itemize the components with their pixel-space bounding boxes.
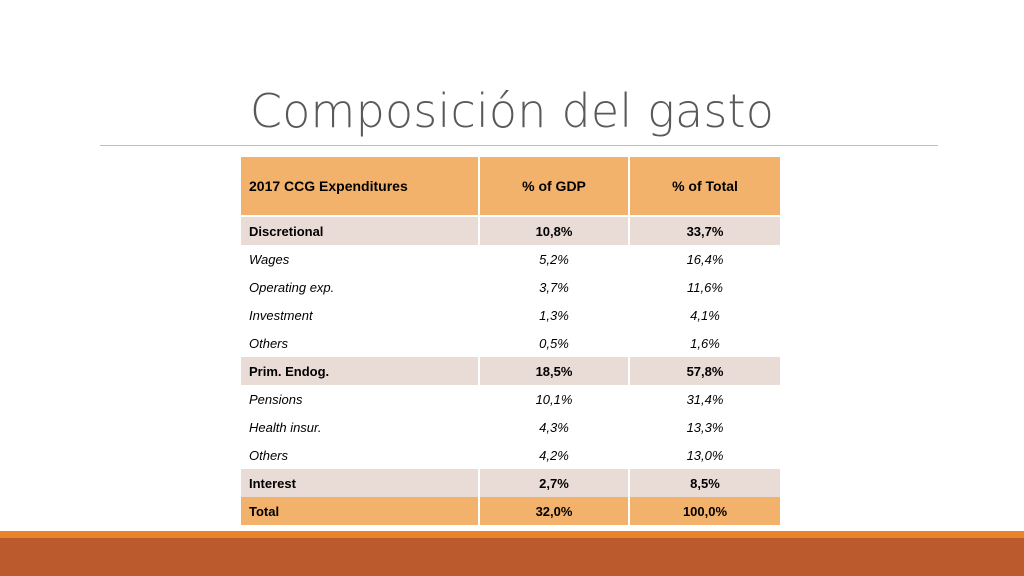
table-row: Others 0,5% 1,6% [241,329,780,357]
table-row: Health insur. 4,3% 13,3% [241,413,780,441]
row-pct-total: 33,7% [629,216,780,245]
row-label: Total [241,497,480,525]
table-row: Wages 5,2% 16,4% [241,245,780,273]
table-row: Prim. Endog. 18,5% 57,8% [241,357,780,385]
row-pct-total: 4,1% [629,301,780,329]
row-pct-gdp: 2,7% [479,469,630,497]
table-row: Discretional 10,8% 33,7% [241,216,780,245]
row-pct-total: 13,0% [629,441,780,469]
header-expenditures: 2017 CCG Expenditures [241,157,480,217]
slide-title: Composición del gasto [249,84,775,138]
row-pct-gdp: 0,5% [479,329,630,357]
table-header-row: 2017 CCG Expenditures % of GDP % of Tota… [241,157,780,217]
expenditure-table: 2017 CCG Expenditures % of GDP % of Tota… [241,157,780,525]
row-pct-gdp: 1,3% [479,301,630,329]
table-row: Others 4,2% 13,0% [241,441,780,469]
row-label: Others [241,441,480,469]
expenditure-table-container: 2017 CCG Expenditures % of GDP % of Tota… [241,157,780,525]
row-pct-gdp: 3,7% [479,273,630,301]
table-row-total: Total 32,0% 100,0% [241,497,780,525]
row-label: Interest [241,469,480,497]
table-row: Operating exp. 3,7% 11,6% [241,273,780,301]
table-row: Interest 2,7% 8,5% [241,469,780,497]
row-pct-gdp: 5,2% [479,245,630,273]
row-pct-total: 57,8% [629,357,780,385]
row-pct-gdp: 10,1% [479,385,630,413]
row-label: Prim. Endog. [241,357,480,385]
row-label: Discretional [241,216,480,245]
table-row: Pensions 10,1% 31,4% [241,385,780,413]
footer-bar [0,538,1024,576]
row-pct-gdp: 32,0% [479,497,630,525]
row-label: Wages [241,245,480,273]
row-pct-total: 13,3% [629,413,780,441]
row-pct-total: 11,6% [629,273,780,301]
row-pct-gdp: 18,5% [479,357,630,385]
footer-accent-stripe [0,531,1024,538]
title-divider [100,145,938,146]
header-pct-gdp: % of GDP [479,157,630,217]
row-label: Others [241,329,480,357]
table-row: Investment 1,3% 4,1% [241,301,780,329]
row-pct-gdp: 4,3% [479,413,630,441]
row-pct-total: 16,4% [629,245,780,273]
row-pct-total: 100,0% [629,497,780,525]
row-pct-gdp: 10,8% [479,216,630,245]
row-pct-gdp: 4,2% [479,441,630,469]
row-pct-total: 8,5% [629,469,780,497]
row-label: Investment [241,301,480,329]
row-pct-total: 31,4% [629,385,780,413]
row-label: Operating exp. [241,273,480,301]
row-pct-total: 1,6% [629,329,780,357]
row-label: Pensions [241,385,480,413]
row-label: Health insur. [241,413,480,441]
header-pct-total: % of Total [629,157,780,217]
